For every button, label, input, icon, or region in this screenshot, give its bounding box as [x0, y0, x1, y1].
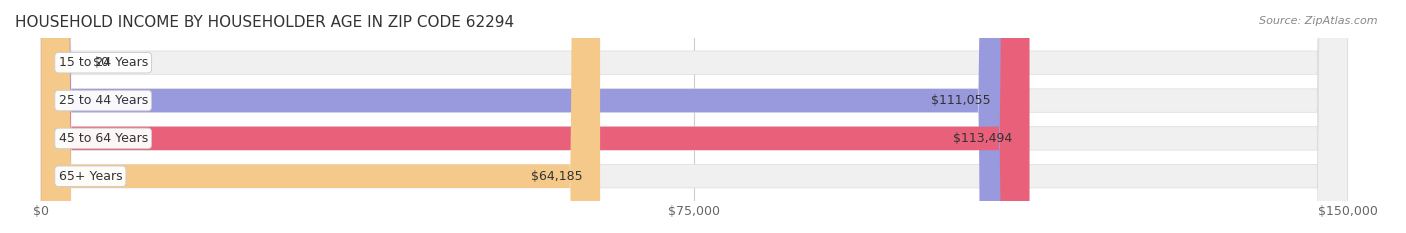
FancyBboxPatch shape [41, 0, 1008, 233]
Text: $0: $0 [93, 56, 110, 69]
Text: $64,185: $64,185 [531, 170, 582, 183]
FancyBboxPatch shape [41, 0, 1347, 233]
Text: 45 to 64 Years: 45 to 64 Years [59, 132, 148, 145]
Text: 15 to 24 Years: 15 to 24 Years [59, 56, 148, 69]
Text: $111,055: $111,055 [931, 94, 991, 107]
FancyBboxPatch shape [41, 0, 1347, 233]
Text: Source: ZipAtlas.com: Source: ZipAtlas.com [1260, 16, 1378, 26]
FancyBboxPatch shape [41, 0, 1347, 233]
Text: HOUSEHOLD INCOME BY HOUSEHOLDER AGE IN ZIP CODE 62294: HOUSEHOLD INCOME BY HOUSEHOLDER AGE IN Z… [15, 15, 515, 30]
Text: $113,494: $113,494 [953, 132, 1012, 145]
FancyBboxPatch shape [41, 0, 1347, 233]
Text: 25 to 44 Years: 25 to 44 Years [59, 94, 148, 107]
FancyBboxPatch shape [41, 0, 67, 233]
FancyBboxPatch shape [41, 0, 1029, 233]
FancyBboxPatch shape [41, 0, 600, 233]
Text: 65+ Years: 65+ Years [59, 170, 122, 183]
